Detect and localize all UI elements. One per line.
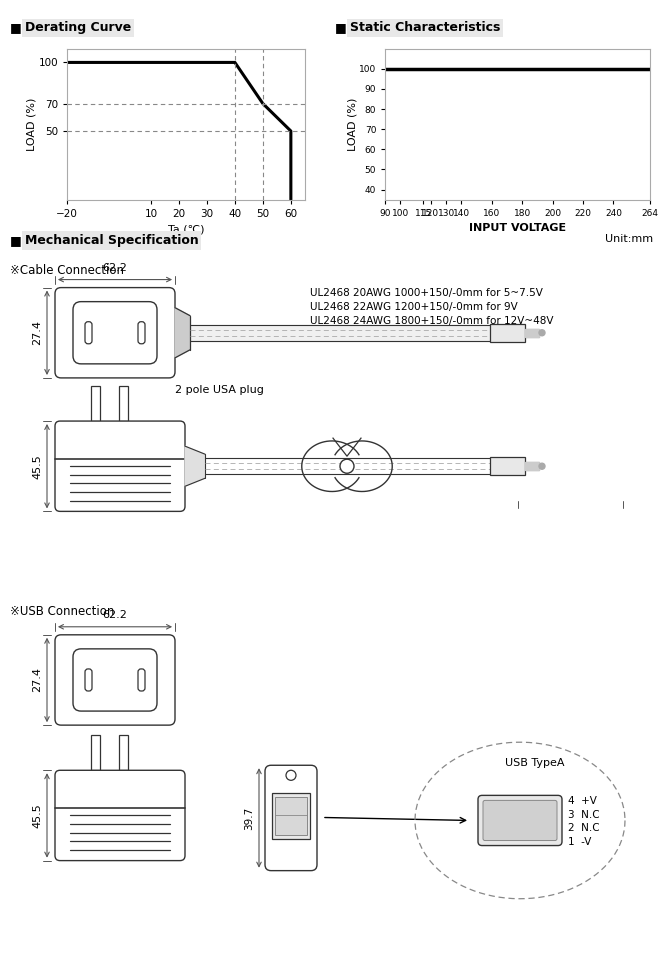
- FancyBboxPatch shape: [73, 649, 157, 711]
- FancyBboxPatch shape: [85, 321, 92, 344]
- Polygon shape: [185, 446, 205, 486]
- FancyBboxPatch shape: [265, 766, 317, 871]
- Text: Static Characteristics: Static Characteristics: [350, 21, 500, 34]
- FancyBboxPatch shape: [138, 669, 145, 691]
- FancyBboxPatch shape: [138, 321, 145, 344]
- Text: UL2468 24AWG 1800+150/-0mm for 12V~48V: UL2468 24AWG 1800+150/-0mm for 12V~48V: [310, 316, 553, 325]
- Circle shape: [286, 770, 296, 780]
- Polygon shape: [525, 329, 539, 337]
- Bar: [275, 798, 307, 835]
- Circle shape: [340, 459, 354, 473]
- Text: UL2468 20AWG 1000+150/-0mm for 5~7.5V: UL2468 20AWG 1000+150/-0mm for 5~7.5V: [310, 287, 543, 298]
- Text: 45.5: 45.5: [32, 454, 42, 478]
- Bar: [91, 735, 100, 770]
- Bar: [119, 386, 128, 421]
- Bar: [272, 794, 310, 839]
- Polygon shape: [190, 324, 490, 341]
- Polygon shape: [175, 308, 190, 357]
- Bar: [490, 457, 525, 475]
- Polygon shape: [525, 463, 539, 470]
- Text: ※USB Connection: ※USB Connection: [10, 605, 115, 618]
- Text: 27.4: 27.4: [32, 667, 42, 693]
- Text: ■: ■: [10, 21, 22, 34]
- Text: UL2468 22AWG 1200+150/-0mm for 9V: UL2468 22AWG 1200+150/-0mm for 9V: [310, 302, 518, 312]
- X-axis label: INPUT VOLTAGE: INPUT VOLTAGE: [469, 223, 566, 233]
- Text: 62.2: 62.2: [103, 610, 127, 619]
- FancyBboxPatch shape: [55, 421, 185, 511]
- Text: 2  N.C: 2 N.C: [568, 823, 600, 833]
- Y-axis label: LOAD (%): LOAD (%): [27, 97, 37, 151]
- Text: Unit:mm: Unit:mm: [605, 234, 653, 244]
- Text: 4  +V: 4 +V: [568, 797, 597, 806]
- Text: Derating Curve: Derating Curve: [25, 21, 131, 34]
- Y-axis label: LOAD (%): LOAD (%): [348, 97, 358, 151]
- Text: 1  -V: 1 -V: [568, 837, 592, 846]
- FancyBboxPatch shape: [55, 635, 175, 725]
- Bar: [490, 323, 525, 342]
- FancyBboxPatch shape: [55, 770, 185, 861]
- Text: 27.4: 27.4: [32, 320, 42, 345]
- Text: ※Cable Connection: ※Cable Connection: [10, 264, 124, 277]
- Text: ■: ■: [335, 21, 347, 34]
- Text: ■: ■: [10, 234, 22, 246]
- FancyBboxPatch shape: [483, 801, 557, 841]
- X-axis label: Ta (℃): Ta (℃): [168, 224, 204, 235]
- Bar: [91, 386, 100, 421]
- Text: 62.2: 62.2: [103, 263, 127, 273]
- Circle shape: [539, 330, 545, 336]
- FancyBboxPatch shape: [73, 302, 157, 364]
- Text: 45.5: 45.5: [32, 804, 42, 828]
- Text: 39.7: 39.7: [244, 806, 254, 830]
- Text: 3  N.C: 3 N.C: [568, 809, 600, 820]
- FancyBboxPatch shape: [55, 287, 175, 378]
- Text: Mechanical Specification: Mechanical Specification: [25, 234, 198, 246]
- FancyBboxPatch shape: [478, 796, 562, 845]
- Circle shape: [539, 464, 545, 469]
- FancyBboxPatch shape: [85, 669, 92, 691]
- Text: USB TypeA: USB TypeA: [505, 758, 565, 768]
- Text: 2 pole USA plug: 2 pole USA plug: [175, 385, 264, 395]
- Bar: [119, 735, 128, 770]
